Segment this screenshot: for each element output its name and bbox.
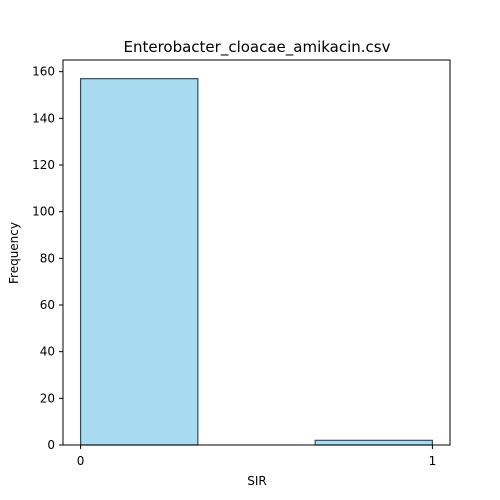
y-axis-ticks: 0 20 40 60 80 100 120 140 160 xyxy=(32,65,63,452)
y-tick-label: 40 xyxy=(40,345,55,359)
y-tick-label: 140 xyxy=(32,111,55,125)
y-tick-label: 120 xyxy=(32,158,55,172)
plot-frame xyxy=(62,59,451,446)
y-tick-label: 80 xyxy=(40,251,55,265)
y-tick-label: 0 xyxy=(47,438,55,452)
bars-group xyxy=(79,78,434,446)
y-tick-label: 100 xyxy=(32,205,55,219)
y-tick-label: 20 xyxy=(40,391,55,405)
y-tick-label: 160 xyxy=(32,65,55,79)
x-tick-label: 1 xyxy=(429,454,437,468)
histogram-bar-2 xyxy=(314,439,434,446)
histogram-bar-0 xyxy=(79,78,199,446)
x-tick-label: 0 xyxy=(77,454,85,468)
y-tick-label: 60 xyxy=(40,298,55,312)
chart-title: Enterobacter_cloacae_amikacin.csv xyxy=(123,38,390,57)
y-axis-label: Frequency xyxy=(7,222,21,284)
x-axis-label: SIR xyxy=(247,474,267,488)
